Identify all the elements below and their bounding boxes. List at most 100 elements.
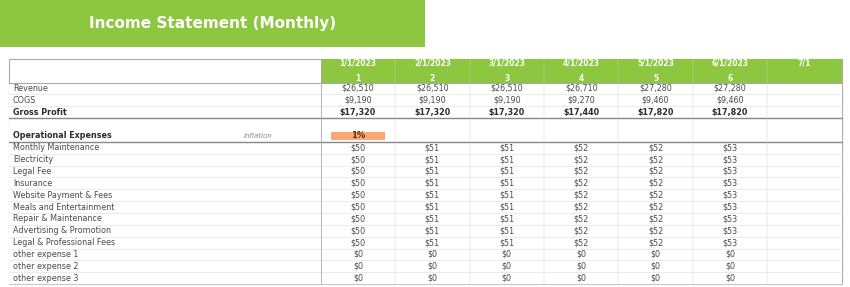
- Text: $53: $53: [722, 214, 738, 223]
- Text: $0: $0: [353, 274, 363, 283]
- Text: $27,280: $27,280: [713, 84, 746, 93]
- Text: $9,270: $9,270: [567, 96, 595, 105]
- Text: $53: $53: [722, 191, 738, 200]
- Text: $0: $0: [650, 250, 660, 259]
- Text: $51: $51: [499, 226, 514, 235]
- Text: $51: $51: [425, 214, 440, 223]
- Text: $0: $0: [576, 274, 586, 283]
- Text: $51: $51: [425, 203, 440, 212]
- Text: 4/1/2023: 4/1/2023: [563, 59, 600, 68]
- Text: 1%: 1%: [351, 131, 365, 140]
- Text: $0: $0: [502, 250, 512, 259]
- Text: $51: $51: [425, 238, 440, 247]
- Text: $9,190: $9,190: [493, 96, 520, 105]
- Text: 6/1/2023: 6/1/2023: [711, 59, 749, 68]
- Text: $0: $0: [428, 262, 438, 271]
- Text: other expense 3: other expense 3: [13, 274, 78, 283]
- Text: $50: $50: [350, 179, 366, 188]
- Text: 2: 2: [430, 73, 435, 83]
- Text: Repair & Maintenance: Repair & Maintenance: [13, 214, 102, 223]
- Text: 4: 4: [579, 73, 584, 83]
- Text: $51: $51: [425, 179, 440, 188]
- Text: $27,280: $27,280: [639, 84, 672, 93]
- Text: $52: $52: [648, 191, 663, 200]
- Text: $52: $52: [574, 179, 589, 188]
- Text: $0: $0: [650, 274, 660, 283]
- Text: $51: $51: [499, 155, 514, 164]
- Text: 6: 6: [728, 73, 733, 83]
- Text: inflation: inflation: [244, 133, 273, 139]
- Text: $53: $53: [722, 155, 738, 164]
- Text: $0: $0: [428, 250, 438, 259]
- Text: $53: $53: [722, 226, 738, 235]
- Text: $0: $0: [576, 262, 586, 271]
- Text: 1/1/2023: 1/1/2023: [339, 59, 377, 68]
- Text: $0: $0: [502, 274, 512, 283]
- Text: Income Statement (Monthly): Income Statement (Monthly): [89, 16, 336, 31]
- Text: $9,460: $9,460: [717, 96, 744, 105]
- Text: $50: $50: [350, 203, 366, 212]
- Text: 1: 1: [355, 73, 360, 83]
- Text: COGS: COGS: [13, 96, 36, 105]
- Text: $52: $52: [574, 191, 589, 200]
- Text: $17,320: $17,320: [414, 108, 450, 117]
- Text: $50: $50: [350, 191, 366, 200]
- Text: Meals and Entertainment: Meals and Entertainment: [13, 203, 114, 212]
- Text: $50: $50: [350, 226, 366, 235]
- Text: $52: $52: [574, 155, 589, 164]
- Text: Monthly Maintenance: Monthly Maintenance: [13, 143, 99, 152]
- Text: $51: $51: [499, 214, 514, 223]
- Text: $51: $51: [499, 167, 514, 176]
- Text: Insurance: Insurance: [13, 179, 52, 188]
- Text: Advertising & Promotion: Advertising & Promotion: [13, 226, 110, 235]
- Text: $26,510: $26,510: [490, 84, 523, 93]
- Text: $50: $50: [350, 155, 366, 164]
- Text: Legal Fee: Legal Fee: [13, 167, 51, 176]
- Text: $53: $53: [722, 238, 738, 247]
- Text: 3: 3: [504, 73, 509, 83]
- Text: $52: $52: [648, 203, 663, 212]
- Text: $50: $50: [350, 143, 366, 152]
- Text: $53: $53: [722, 167, 738, 176]
- Text: $52: $52: [574, 238, 589, 247]
- Text: $17,320: $17,320: [340, 108, 377, 117]
- Text: $17,440: $17,440: [563, 108, 599, 117]
- Text: $52: $52: [648, 214, 663, 223]
- Text: $0: $0: [650, 262, 660, 271]
- Text: $0: $0: [576, 250, 586, 259]
- Text: $53: $53: [722, 179, 738, 188]
- Text: $51: $51: [425, 155, 440, 164]
- Text: $52: $52: [648, 179, 663, 188]
- Text: other expense 2: other expense 2: [13, 262, 78, 271]
- Text: 5/1/2023: 5/1/2023: [638, 59, 674, 68]
- Text: $26,510: $26,510: [342, 84, 374, 93]
- Text: 2/1/2023: 2/1/2023: [414, 59, 451, 68]
- Text: $0: $0: [428, 274, 438, 283]
- Text: Legal & Professional Fees: Legal & Professional Fees: [13, 238, 115, 247]
- Text: $0: $0: [353, 262, 363, 271]
- Text: $52: $52: [574, 214, 589, 223]
- Text: $0: $0: [725, 262, 735, 271]
- Text: $0: $0: [502, 262, 512, 271]
- Text: $52: $52: [574, 203, 589, 212]
- Text: $0: $0: [353, 250, 363, 259]
- Text: $52: $52: [574, 167, 589, 176]
- Text: $52: $52: [648, 155, 663, 164]
- Text: $17,820: $17,820: [711, 108, 748, 117]
- Text: $51: $51: [499, 143, 514, 152]
- Text: $51: $51: [425, 191, 440, 200]
- Text: Gross Profit: Gross Profit: [13, 108, 66, 117]
- Text: $52: $52: [648, 167, 663, 176]
- Text: 7/1: 7/1: [797, 59, 811, 68]
- Text: $17,820: $17,820: [638, 108, 674, 117]
- Text: $26,710: $26,710: [565, 84, 598, 93]
- Text: $0: $0: [725, 274, 735, 283]
- Text: $17,320: $17,320: [489, 108, 525, 117]
- Text: Revenue: Revenue: [13, 84, 48, 93]
- Text: $53: $53: [722, 143, 738, 152]
- Text: $50: $50: [350, 167, 366, 176]
- Text: $52: $52: [648, 238, 663, 247]
- Text: $9,190: $9,190: [344, 96, 371, 105]
- Text: other expense 1: other expense 1: [13, 250, 78, 259]
- Text: $26,510: $26,510: [416, 84, 449, 93]
